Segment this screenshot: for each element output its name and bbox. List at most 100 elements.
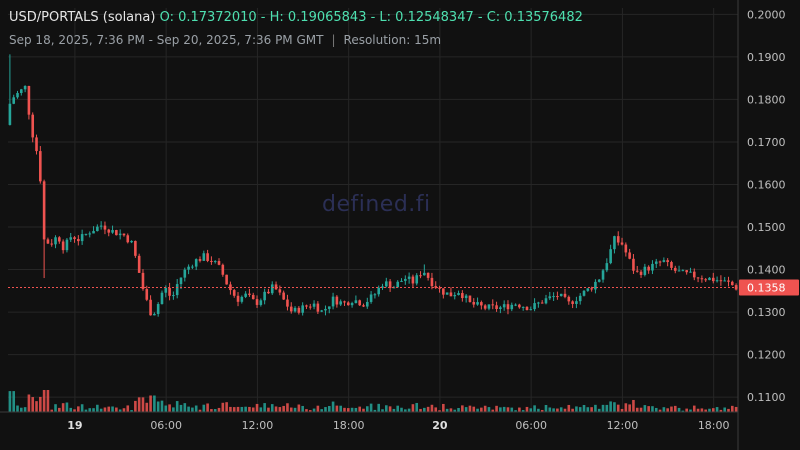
candle-body [423,272,426,276]
candle-body [206,253,209,261]
volume-bar [350,407,354,412]
volume-bar [548,407,552,412]
volume-bar [578,407,582,412]
candle-body [126,235,130,243]
candle-body [69,237,73,240]
volume-bar [217,407,221,412]
candle-body [575,301,578,304]
candle-body [381,286,384,288]
candle-body [39,151,42,182]
volume-bar [194,405,198,412]
volume-bar [381,409,384,412]
candle-body [270,284,274,294]
candle-body [244,293,247,297]
volume-bar [172,407,175,412]
pair-title: USD/PORTALS (solana) [9,10,156,25]
volume-bar [624,403,628,412]
volume-bar [677,407,681,412]
volume-bar [263,403,266,412]
volume-bar [259,407,263,412]
volume-bar [537,408,540,412]
volume-bar [552,408,555,412]
current-price-tag: 0.1358 [739,279,799,296]
ohlc-readout: O: 0.17372010 - H: 0.19065843 - L: 0.125… [159,10,583,25]
candle-body [377,287,381,295]
volume-bar [692,405,696,412]
volume-bar [115,407,118,412]
candle-body [27,85,31,115]
volume-bar [407,408,411,412]
volume-bar [613,402,616,412]
candle-body [301,305,304,313]
volume-bar [666,408,669,412]
volume-bar [715,407,719,412]
candle-body [616,236,620,243]
candle-body [46,239,50,244]
volume-bar [483,405,487,412]
candle-body [35,137,38,152]
candle-body [229,284,232,291]
candle-body [236,295,240,302]
volume-bar [658,409,662,412]
candle-body [654,261,658,264]
volume-bar [533,405,536,412]
candle-body [107,229,111,233]
candle-body [149,299,152,316]
volume-bar [46,390,50,412]
volume-bar [529,408,533,412]
candle-body [365,301,369,307]
candle-body [677,270,681,272]
volume-bar [324,407,327,412]
x-tick-label: 18:00 [333,419,365,432]
volume-bar [396,405,400,412]
candle-body [65,239,69,251]
x-tick-label: 18:00 [698,419,730,432]
candle-body [567,296,571,302]
volume-bar [130,410,133,412]
candle-body [183,269,187,278]
volume-bar [335,405,339,412]
volume-bar [210,409,213,412]
candle-body [12,97,16,104]
candle-body [141,272,145,290]
y-tick-label: 0.2000 [747,8,786,21]
volume-bar [149,395,152,412]
candle-body [639,271,643,275]
volume-bar [346,408,350,412]
candle-body [103,225,107,230]
volume-bar [305,409,308,412]
volume-bar [282,405,285,412]
volume-bar [12,391,16,412]
volume-bar [632,399,635,412]
volume-bar [719,409,723,412]
candle-body [491,304,495,306]
candle-body [194,259,198,267]
candle-body [537,302,540,304]
volume-bar [362,408,365,412]
candle-body [134,240,137,256]
volume-bar [708,408,711,412]
candle-body [430,277,434,287]
volume-bar [597,408,601,412]
volume-bar [278,407,282,412]
candle-body [445,292,449,295]
candle-body [179,277,183,285]
candle-body [289,306,293,312]
volume-bar [681,410,685,412]
candle-body [168,287,171,296]
candle-body [327,306,331,309]
candle-body [449,292,453,297]
volume-bar [609,401,612,412]
candle-body [643,266,647,275]
x-tick-label: 20 [432,419,448,432]
volume-bar [601,404,605,412]
volume-bar [616,404,620,412]
volume-bar [358,406,361,412]
candle-body [251,294,255,300]
candle-body [202,253,206,261]
chart-grid [8,8,738,412]
candle-body [453,295,457,297]
chart-header: USD/PORTALS (solana) O: 0.17372010 - H: … [9,10,583,25]
candle-body [426,272,430,278]
